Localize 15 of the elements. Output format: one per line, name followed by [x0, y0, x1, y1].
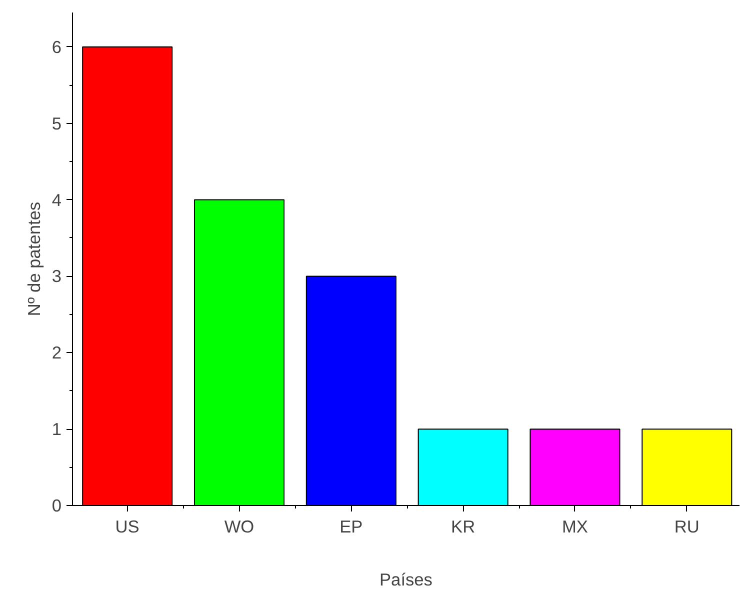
- x-tick-label: US: [115, 516, 140, 536]
- y-tick-label: 5: [52, 113, 62, 134]
- x-tick-label: WO: [224, 516, 254, 536]
- y-tick-label: 4: [52, 190, 62, 210]
- y-tick-label: 1: [52, 419, 62, 440]
- y-tick-label: 2: [52, 342, 62, 363]
- x-tick-label: KR: [451, 516, 476, 536]
- y-axis-title: Nº de patentes: [24, 202, 44, 316]
- x-tick-label: RU: [674, 516, 700, 536]
- x-tick-label: MX: [562, 516, 588, 536]
- y-tick-label: 0: [52, 496, 62, 516]
- y-tick-label: 3: [52, 266, 62, 286]
- y-tick-label: 6: [52, 36, 62, 57]
- x-axis-title: Países: [380, 570, 433, 590]
- x-tick-label: EP: [340, 516, 363, 536]
